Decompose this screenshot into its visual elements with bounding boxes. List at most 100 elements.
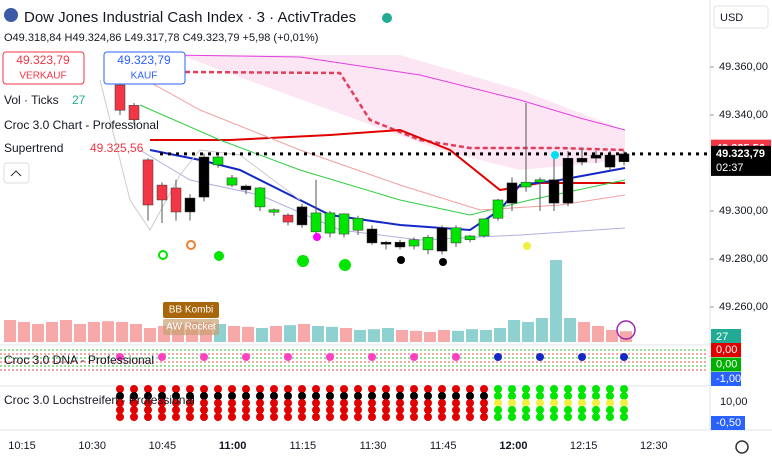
collapse-button[interactable] — [3, 162, 30, 184]
dna-dot — [116, 353, 124, 361]
candle-body — [478, 218, 490, 237]
price-tick-label: 49.260,00 — [719, 301, 768, 313]
loch-dot — [480, 392, 488, 400]
loch-dot — [326, 406, 334, 414]
candle-body — [408, 239, 420, 247]
candle-body — [464, 235, 476, 241]
candle-body — [394, 241, 406, 248]
dna-dot — [200, 353, 208, 361]
signal — [523, 242, 531, 250]
loch-dot — [116, 399, 124, 407]
candle-body — [226, 177, 238, 186]
candle-body — [156, 184, 168, 201]
candle-body — [268, 209, 280, 213]
loch-dot — [158, 406, 166, 414]
candle-body — [170, 187, 182, 213]
loch-dot — [508, 385, 516, 393]
loch-dot — [466, 392, 474, 400]
loch-dot — [298, 392, 306, 400]
replay-icon[interactable] — [616, 320, 636, 340]
aw-label: AW Rocket — [166, 322, 216, 333]
loch-dot — [508, 399, 516, 407]
loch-dot — [382, 413, 390, 421]
buy-button[interactable] — [103, 51, 186, 85]
buy-label: KAUF — [131, 71, 158, 82]
loch-dot — [256, 413, 264, 421]
loch-dot — [550, 406, 558, 414]
loch-dot — [326, 385, 334, 393]
loch-dot — [494, 399, 502, 407]
bb-badge — [163, 302, 219, 318]
volume-bar — [396, 330, 408, 342]
loch-dot — [158, 399, 166, 407]
loch-dot — [256, 392, 264, 400]
candle-body — [212, 156, 224, 166]
volume-bar — [242, 326, 254, 342]
loch-dot — [284, 385, 292, 393]
candle-body — [492, 199, 504, 219]
loch-dot — [578, 413, 586, 421]
loch-dot — [550, 385, 558, 393]
candle-body — [380, 241, 392, 245]
loch-dot — [410, 406, 418, 414]
loch-dot — [564, 392, 572, 400]
green-line — [139, 104, 626, 216]
loch-dot — [326, 392, 334, 400]
candle-body — [254, 187, 266, 208]
loch-dot — [368, 385, 376, 393]
volume-bar — [354, 330, 366, 342]
settings-icon[interactable] — [735, 440, 749, 454]
candle-body — [436, 227, 448, 252]
time-label: 12:00 — [499, 440, 527, 452]
loch-dot — [284, 392, 292, 400]
volume-bar — [74, 324, 86, 342]
pink-line — [109, 59, 626, 211]
candle-body — [352, 217, 364, 231]
last-price-box — [711, 145, 771, 176]
loch-dot — [382, 385, 390, 393]
loch-dot — [466, 413, 474, 421]
loch-dot — [340, 406, 348, 414]
candle-body — [562, 157, 574, 204]
currency-button[interactable] — [713, 5, 769, 29]
loch-dot — [340, 392, 348, 400]
sell-label: VERKAUF — [19, 71, 66, 82]
volume-bar — [102, 321, 114, 342]
volume-bar — [88, 322, 100, 342]
loch-dot — [410, 392, 418, 400]
loch-dot — [508, 392, 516, 400]
loch-dot — [410, 413, 418, 421]
loch-dot — [480, 413, 488, 421]
loch-dot — [214, 392, 222, 400]
loch-dot — [130, 385, 138, 393]
loch-dot — [284, 413, 292, 421]
dna-box — [711, 357, 741, 372]
candle-body — [366, 228, 378, 244]
loch-dot — [396, 406, 404, 414]
volume-bar — [32, 324, 44, 342]
loch-dot — [228, 385, 236, 393]
loch-dot — [410, 385, 418, 393]
sell-button[interactable] — [2, 51, 85, 85]
volume-bar — [312, 326, 324, 342]
loch-dot — [452, 385, 460, 393]
loch-dot — [116, 392, 124, 400]
loch-dot — [466, 406, 474, 414]
loch-dot — [550, 413, 558, 421]
volume-bar — [522, 322, 534, 342]
dna-label: Croc 3.0 DNA - Professional — [4, 353, 154, 367]
signal — [397, 256, 405, 264]
dna-dot — [158, 353, 166, 361]
volume-bar — [536, 318, 548, 342]
flag-icon — [4, 8, 18, 22]
signal — [339, 259, 351, 271]
loch-dot — [424, 399, 432, 407]
dna-value: 0,00 — [716, 358, 737, 370]
loch-dot — [564, 399, 572, 407]
loch-dot — [550, 399, 558, 407]
loch-dot — [228, 399, 236, 407]
volume-bar — [228, 326, 240, 342]
dashed-line — [184, 70, 626, 152]
volume-label-box — [711, 329, 741, 345]
loch-box — [711, 416, 745, 430]
